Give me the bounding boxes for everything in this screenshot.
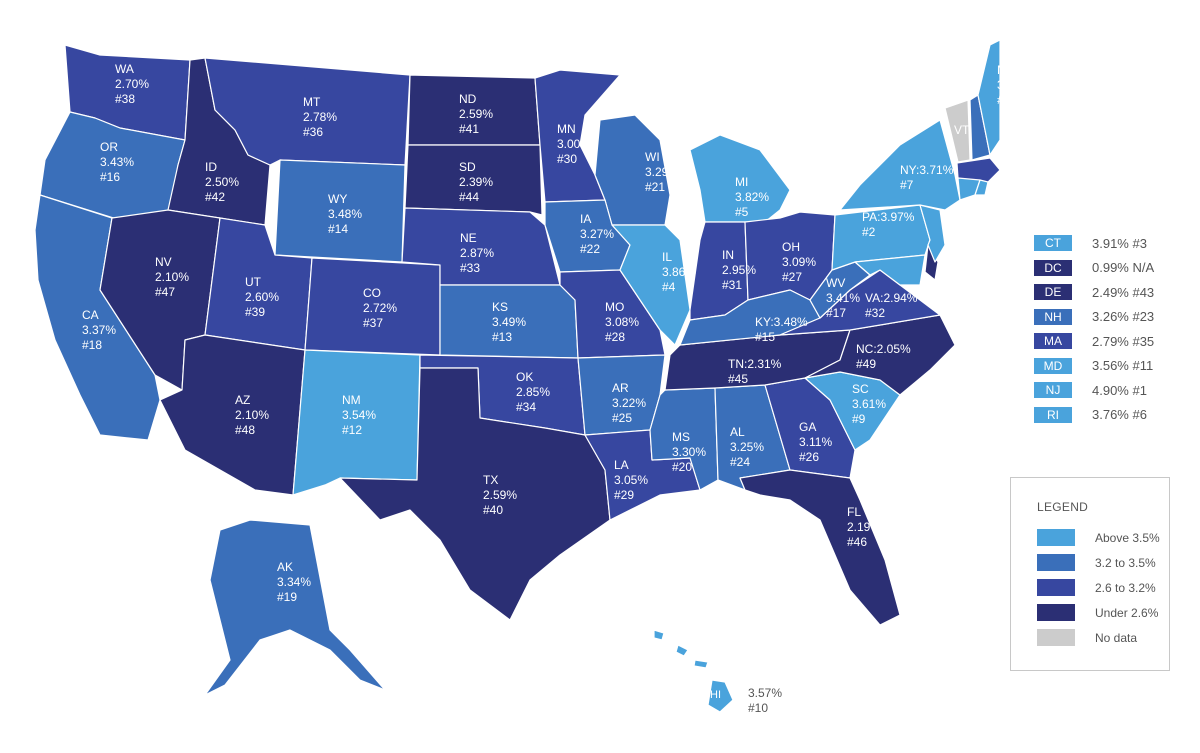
state-chip: RI [1034, 406, 1072, 423]
state-value: 3.26% #23 [1092, 309, 1155, 325]
state-SD[interactable] [404, 144, 543, 216]
state-MI[interactable] [689, 134, 791, 223]
legend-swatch [1037, 629, 1075, 646]
state-NY[interactable] [839, 119, 961, 211]
state-value: 3.69% [997, 78, 1032, 92]
state-value: 2.79% #35 [1092, 333, 1155, 349]
legend-item: Under 2.6% [1037, 604, 1158, 621]
state-HI[interactable] [707, 679, 734, 713]
legend-swatch [1037, 554, 1075, 571]
label-ME: ME 3.69% #8 [997, 63, 1031, 108]
state-ME[interactable] [977, 39, 1000, 156]
legend-swatch [1037, 529, 1075, 546]
state-rank: #8 [997, 93, 1011, 107]
state-value: 0.99% N/A [1092, 260, 1155, 276]
state-value: 3.76% #6 [1092, 407, 1147, 423]
state-MA[interactable] [956, 157, 1000, 186]
state-abbr: ME [997, 63, 1015, 77]
state-chip: MA [1034, 333, 1072, 350]
state-NC[interactable] [804, 314, 956, 396]
state-chip: MD [1034, 357, 1072, 374]
small-state-row: NH 3.26% #23 [1034, 305, 1154, 330]
state-chip: CT [1034, 235, 1072, 252]
state-IL[interactable] [611, 224, 691, 346]
small-state-row: CT 3.91% #3 [1034, 231, 1154, 256]
state-value: 2.49% #43 [1092, 284, 1155, 300]
state-AK[interactable] [204, 519, 386, 696]
state-TX[interactable] [339, 367, 611, 621]
small-state-row: DE 2.49% #43 [1034, 280, 1154, 305]
legend-item: 3.2 to 3.5% [1037, 554, 1156, 571]
state-chip: DC [1034, 259, 1072, 276]
legend-box: LEGEND Above 3.5% 3.2 to 3.5% 2.6 to 3.2… [1010, 477, 1170, 671]
state-value: 4.90% #1 [1092, 382, 1147, 398]
small-state-row: RI 3.76% #6 [1034, 403, 1154, 428]
state-FL[interactable] [739, 469, 901, 626]
state-MT[interactable] [204, 57, 411, 166]
legend-item: No data [1037, 629, 1137, 646]
state-chip: NH [1034, 308, 1072, 325]
state-MN[interactable] [534, 69, 621, 203]
state-WY[interactable] [274, 159, 406, 263]
legend-label: Above 3.5% [1095, 530, 1160, 545]
legend-swatch [1037, 579, 1075, 596]
legend-swatch [1037, 604, 1075, 621]
legend-label: 3.2 to 3.5% [1095, 555, 1156, 570]
state-NJ[interactable] [919, 204, 946, 263]
state-NM[interactable] [292, 349, 421, 496]
small-state-row: MA 2.79% #35 [1034, 329, 1154, 354]
legend-label: Under 2.6% [1095, 605, 1159, 620]
state-VT[interactable] [944, 99, 971, 163]
legend-label: No data [1095, 630, 1138, 645]
us-choropleth-map [34, 39, 1000, 713]
state-value: 3.56% #11 [1092, 358, 1154, 374]
state-value: 3.91% #3 [1092, 235, 1147, 251]
legend-title: LEGEND [1037, 500, 1089, 514]
state-ND[interactable] [407, 74, 541, 146]
state-chip: NJ [1034, 382, 1072, 399]
legend-item: Above 3.5% [1037, 529, 1160, 546]
small-state-row: NJ 4.90% #1 [1034, 378, 1154, 403]
small-states-table: CT 3.91% #3 DC 0.99% N/A DE 2.49% #43 NH 3.2… [1034, 231, 1154, 427]
state-chip: DE [1034, 284, 1072, 301]
small-state-row: DC 0.99% N/A [1034, 256, 1154, 281]
state-HI-islands[interactable] [653, 629, 709, 669]
legend-label: 2.6 to 3.2% [1095, 580, 1156, 595]
state-MD[interactable] [854, 254, 926, 286]
state-RI[interactable] [974, 179, 989, 196]
legend-item: 2.6 to 3.2% [1037, 579, 1156, 596]
small-state-row: MD 3.56% #11 [1034, 354, 1154, 379]
state-KS[interactable] [439, 284, 579, 359]
state-CO[interactable] [304, 257, 441, 356]
